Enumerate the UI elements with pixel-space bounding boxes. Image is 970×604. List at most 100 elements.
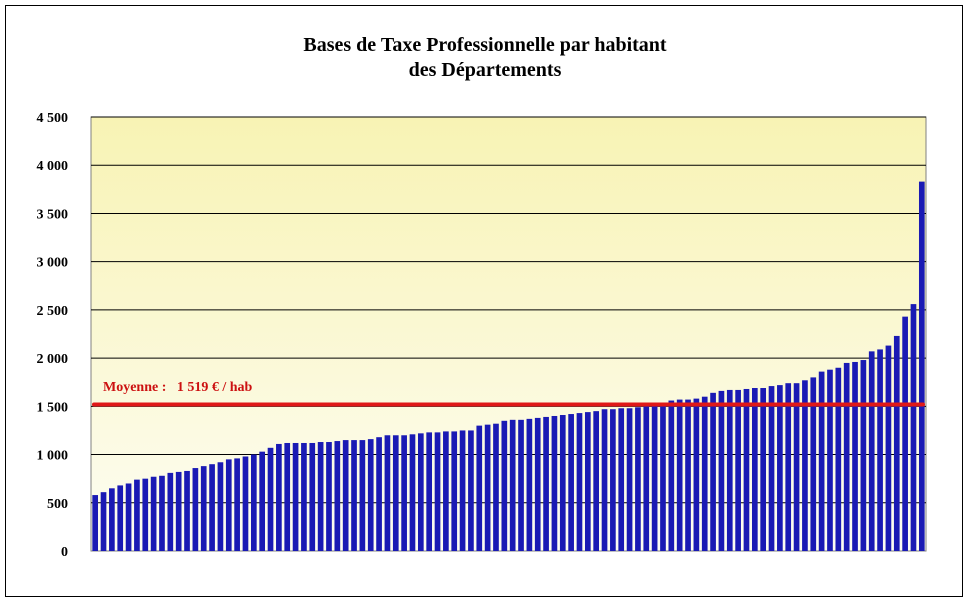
bar bbox=[635, 407, 641, 551]
y-tick-label: 500 bbox=[47, 497, 68, 512]
bar bbox=[693, 398, 700, 551]
bar bbox=[234, 458, 240, 551]
bar bbox=[309, 442, 316, 551]
bar bbox=[860, 360, 867, 551]
bar bbox=[175, 471, 182, 551]
bar bbox=[726, 389, 733, 551]
bar bbox=[827, 369, 833, 551]
y-axis-ticks: 0 500 1 000 1 500 2 000 2 500 3 000 3 500 4 000 4… bbox=[37, 111, 69, 560]
bar bbox=[426, 432, 433, 551]
bar bbox=[718, 390, 725, 551]
bar bbox=[184, 470, 190, 551]
bar bbox=[451, 431, 458, 551]
bar bbox=[868, 351, 875, 551]
bar bbox=[893, 335, 900, 551]
bar bbox=[660, 404, 666, 551]
bar bbox=[902, 316, 908, 551]
bar bbox=[818, 371, 825, 551]
bar bbox=[743, 388, 750, 551]
bar bbox=[225, 459, 232, 551]
bar bbox=[359, 440, 366, 551]
y-tick-label: 3 500 bbox=[37, 207, 69, 222]
bar bbox=[351, 440, 357, 551]
bar bbox=[459, 430, 466, 551]
chart-subtitle: des Départements bbox=[408, 59, 562, 81]
bar bbox=[142, 478, 149, 551]
bar bbox=[317, 442, 324, 551]
bar bbox=[835, 367, 842, 551]
bar bbox=[200, 466, 207, 551]
bar bbox=[918, 181, 925, 551]
bar bbox=[618, 408, 625, 551]
bar bbox=[584, 412, 591, 551]
bar bbox=[476, 425, 483, 551]
y-tick-label: 3 000 bbox=[37, 256, 69, 271]
y-tick-label: 1 500 bbox=[37, 400, 69, 415]
bar bbox=[376, 437, 382, 551]
bar bbox=[468, 430, 474, 551]
bar bbox=[409, 434, 416, 551]
bar bbox=[651, 405, 658, 551]
bar bbox=[643, 406, 650, 551]
bar bbox=[301, 442, 307, 551]
bar bbox=[92, 495, 99, 551]
y-tick-label: 4 000 bbox=[37, 159, 69, 174]
bar bbox=[401, 435, 407, 551]
bar bbox=[493, 423, 499, 551]
bar bbox=[125, 483, 132, 551]
bar bbox=[518, 419, 524, 551]
bar bbox=[668, 400, 675, 551]
bar bbox=[384, 435, 391, 551]
bar bbox=[551, 415, 558, 551]
bar bbox=[526, 418, 533, 551]
bar bbox=[134, 479, 140, 551]
average-label: Moyenne : 1 519 € / hab bbox=[103, 380, 253, 395]
bar bbox=[785, 383, 792, 551]
bar bbox=[877, 349, 883, 551]
bar bbox=[100, 492, 107, 551]
bar bbox=[484, 424, 491, 551]
bar bbox=[150, 476, 157, 551]
bar bbox=[501, 420, 508, 551]
bar bbox=[910, 304, 917, 551]
bar bbox=[242, 456, 249, 551]
bar bbox=[576, 413, 583, 551]
bar bbox=[701, 396, 708, 551]
bar bbox=[326, 442, 332, 551]
y-tick-label: 2 500 bbox=[37, 304, 69, 319]
bar bbox=[810, 377, 817, 551]
plot-area bbox=[90, 116, 927, 552]
bar bbox=[626, 408, 633, 551]
bar bbox=[777, 385, 783, 551]
bar bbox=[417, 433, 424, 551]
bar bbox=[601, 409, 608, 551]
bar bbox=[292, 442, 299, 551]
bar bbox=[334, 441, 341, 551]
bar bbox=[117, 485, 124, 551]
bar bbox=[167, 472, 174, 551]
bar bbox=[367, 439, 374, 551]
bar bbox=[559, 415, 566, 551]
bar bbox=[250, 454, 257, 551]
y-tick-label: 1 000 bbox=[37, 449, 69, 464]
bar bbox=[342, 440, 349, 551]
bar bbox=[159, 475, 165, 551]
bar bbox=[192, 468, 199, 551]
bar bbox=[760, 388, 767, 551]
bar bbox=[392, 435, 399, 551]
bar bbox=[735, 389, 741, 551]
bar bbox=[802, 380, 808, 551]
y-tick-label: 0 bbox=[61, 545, 68, 560]
bar bbox=[534, 417, 541, 551]
bar bbox=[852, 361, 858, 551]
y-tick-label: 2 000 bbox=[37, 352, 69, 367]
bar bbox=[276, 443, 282, 551]
average-line-group: Moyenne : 1 519 € / hab bbox=[92, 380, 925, 407]
bar bbox=[676, 399, 683, 551]
y-tick-label: 4 500 bbox=[37, 111, 69, 126]
bar bbox=[109, 488, 115, 551]
bar bbox=[267, 447, 274, 551]
bar bbox=[593, 411, 600, 551]
bar bbox=[443, 431, 449, 551]
